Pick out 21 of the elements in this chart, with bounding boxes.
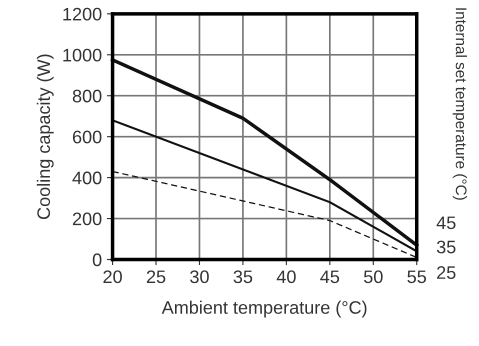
x-tick-label: 20 (103, 270, 122, 284)
y-tick-label: 600 (72, 130, 102, 144)
line-series (110, 58, 418, 247)
y-tick-label: 400 (72, 172, 102, 184)
x-tick-label: 45 (320, 270, 340, 284)
x-tick-label: 40 (276, 270, 296, 284)
y-tick-label: 0 (92, 253, 102, 266)
x-tick-label: 30 (190, 270, 209, 284)
x-tick-label: 50 (364, 270, 383, 284)
y-axis-title: Cooling capacity (W) (36, 54, 54, 220)
y-tick-label: 1000 (63, 48, 102, 62)
x-tick-label: 35 (234, 270, 252, 284)
x-tick-label: 25 (146, 270, 166, 284)
y2-axis-title: Internal set temperature (°C) (452, 8, 467, 200)
series-label: 45 (436, 216, 456, 230)
x-axis-title: Ambient temperature (°C) (162, 300, 366, 318)
y-tick-label: 200 (72, 212, 102, 226)
series-label: 35 (436, 240, 456, 254)
x-tick-label: 55 (407, 270, 426, 284)
y-tick-label: 800 (72, 90, 102, 102)
y-tick-label: 1200 (63, 8, 102, 21)
